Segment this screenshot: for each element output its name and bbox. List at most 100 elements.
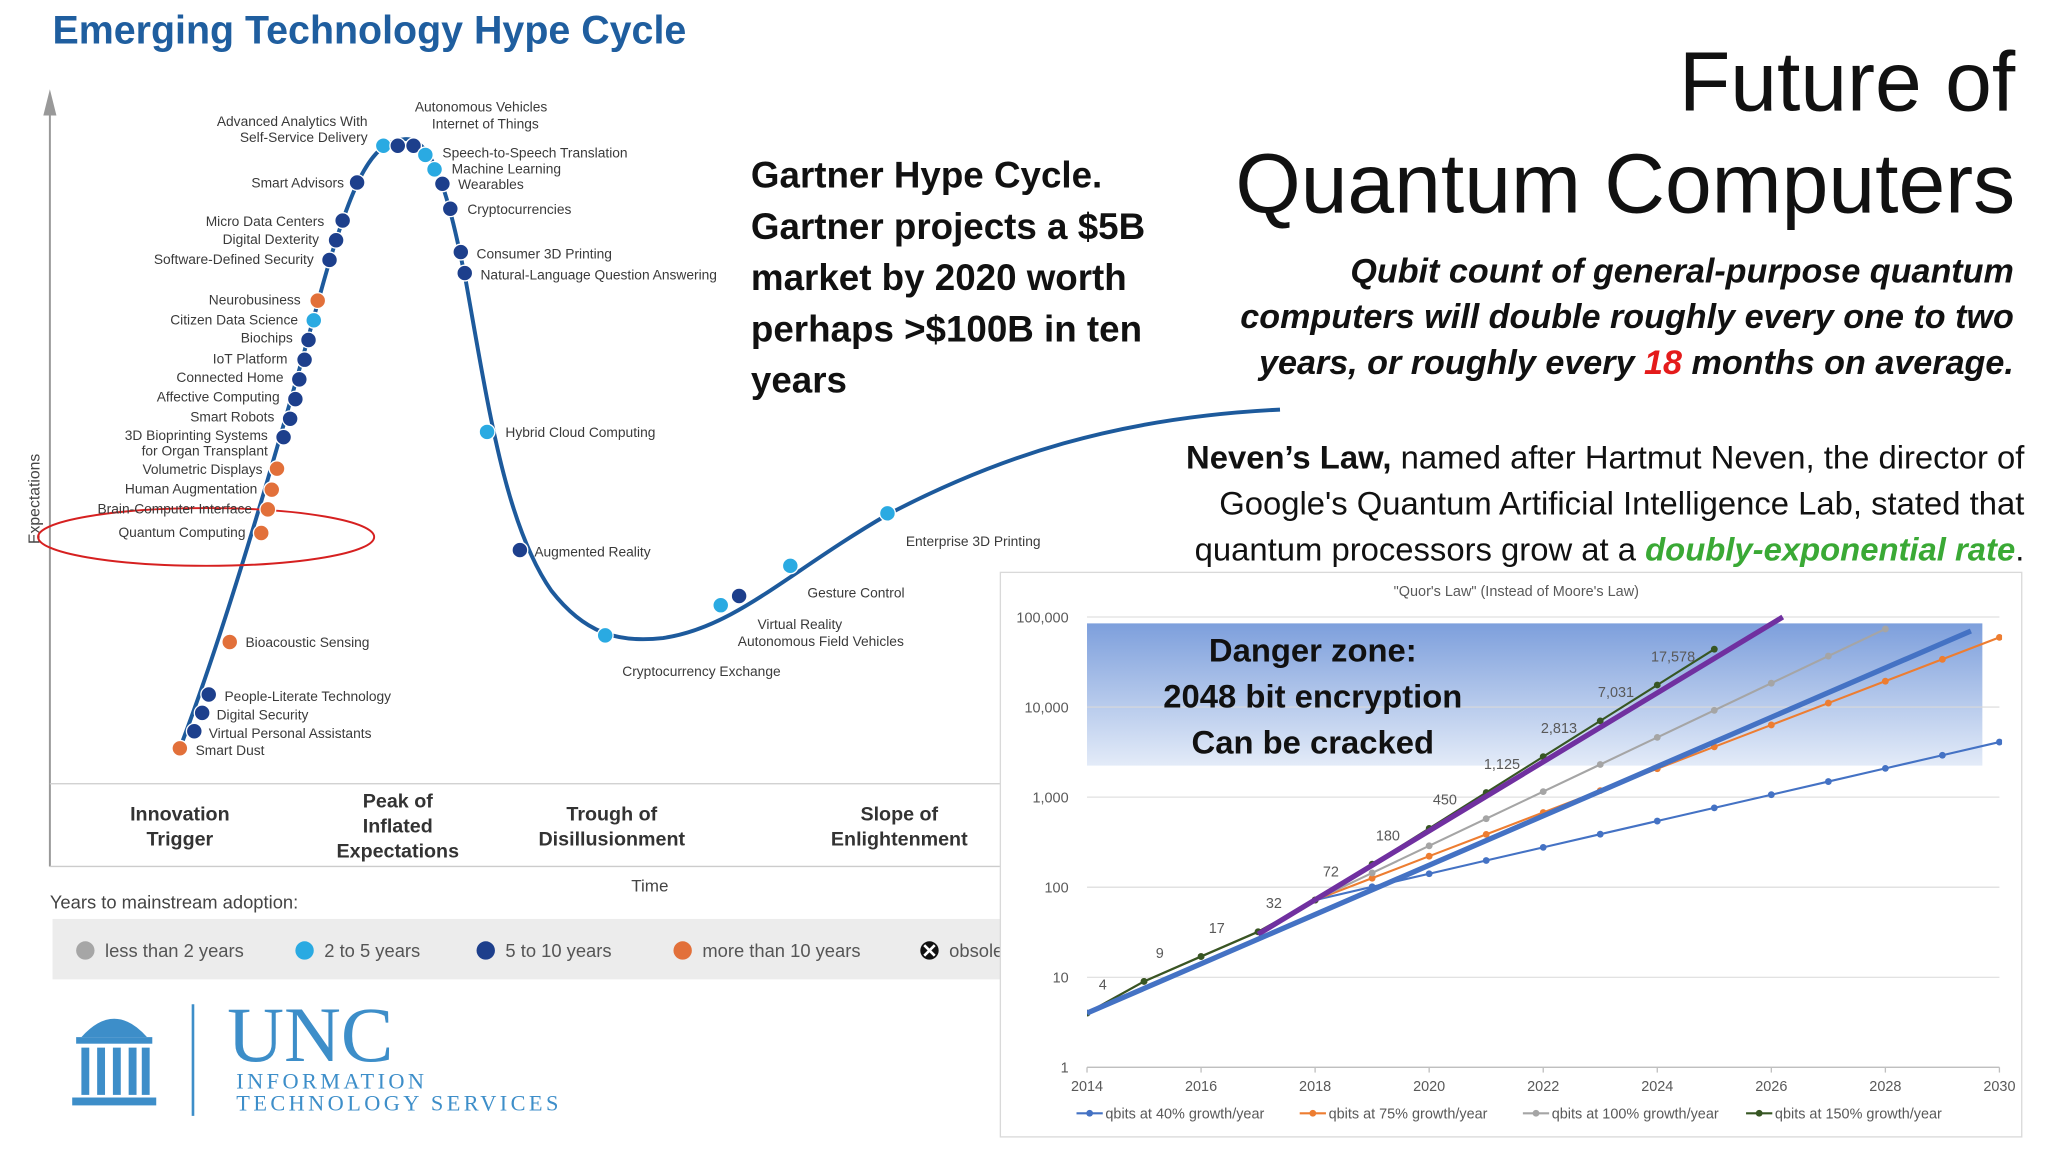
tech-dot [171,739,189,757]
series-marker [1824,652,1832,660]
tech-label: Quantum Computing [118,525,245,540]
note-line: perhaps >$100B in ten [751,308,1142,349]
neven-line: Google's Quantum Artificial Intelligence… [1219,485,2024,522]
x-axis-label: Time [631,876,668,895]
legend-label: qbits at 100% growth/year [1552,1107,1719,1123]
tech-dot [221,633,239,651]
tech-label: for Organ Transplant [142,444,268,459]
phase-label: Peak of [363,790,433,812]
tech-dot [416,146,434,164]
phase-label: Trigger [146,828,213,850]
series-marker [1996,738,2003,746]
tech-dot [275,428,293,446]
tech-label: Digital Dexterity [223,232,320,247]
series-marker [1425,870,1433,878]
series-marker [1596,717,1604,725]
data-label: 4 [1099,977,1107,993]
text: months on average. [1682,344,2014,382]
legend-label: less than 2 years [105,940,244,961]
legend-dot [673,941,692,960]
hype-cycle: Emerging Technology Hype Cycle Expectati… [26,8,1281,980]
series-marker [1938,751,1946,759]
phase-label: Trough of [566,804,657,826]
tech-label: Speech-to-Speech Translation [442,146,627,161]
note-line: Gartner projects a $5B [751,206,1145,247]
series-marker [1710,804,1718,812]
logo: UNC INFORMATION TECHNOLOGY SERVICES [72,992,561,1116]
danger-text: 2048 bit encryption [1163,678,1462,715]
tech-dot [327,231,345,249]
tech-label: Enterprise 3D Printing [906,534,1041,549]
tech-label: Augmented Reality [534,545,650,560]
x-tick-label: 2026 [1755,1079,1787,1095]
tech-label: Machine Learning [452,161,561,176]
tech-dot [281,410,299,428]
trend-line [1087,628,1972,1016]
tech-label: Cryptocurrency Exchange [622,664,781,679]
legend-label: 2 to 5 years [324,940,420,961]
series-marker [1881,677,1889,685]
text: quantum processors grow at a [1195,531,1645,568]
tech-dot [433,175,451,193]
legend-cross [923,944,936,957]
series-marker [1824,699,1832,707]
tech-dot [286,390,304,408]
tech-label: Cryptocurrencies [467,202,571,217]
text: . [2015,531,2024,568]
tech-dot [263,481,281,499]
hype-title: Emerging Technology Hype Cycle [53,8,687,52]
series-marker [1881,764,1889,772]
data-label: 9 [1156,946,1164,962]
legend-dot [476,941,495,960]
legend-band [52,918,1001,980]
tech-label: Volumetric Displays [142,462,262,477]
tech-dot [200,685,218,704]
tech-dot [309,292,327,310]
phase-label: Disillusionment [538,828,685,850]
tech-dot [511,541,529,559]
note-line: Gartner Hype Cycle. [751,155,1102,196]
tech-dot [268,460,286,478]
series-marker [1767,791,1775,799]
y-axis-arrow [43,89,57,116]
tech-label: Natural-Language Question Answering [480,268,716,283]
tech-label: Smart Advisors [251,176,344,191]
y-tick-label: 100,000 [1016,610,1068,626]
logo-line: TECHNOLOGY SERVICES [236,1091,561,1116]
series-marker [1653,817,1661,825]
tech-label: Advanced Analytics With [217,114,368,129]
tech-label: Human Augmentation [125,482,257,497]
tech-dot [193,704,211,722]
phase-label: Expectations [337,840,460,862]
text: years, or roughly every [1257,344,1644,382]
tech-dot [478,423,496,441]
series-marker [1653,733,1661,741]
series-marker [1824,778,1832,785]
subtitle-line: Qubit count of general-purpose quantum [1350,252,2014,290]
tech-dot [252,524,270,542]
highlight: doubly-exponential rate [1645,531,2015,568]
x-tick-label: 2020 [1413,1079,1445,1095]
y-tick-label: 100 [1045,880,1069,896]
data-label: 72 [1323,864,1339,880]
tech-label: Virtual Personal Assistants [209,726,372,741]
data-label: 450 [1433,793,1457,809]
tech-dot [456,264,474,282]
tech-label: Citizen Data Science [170,312,298,327]
tech-dot [389,137,407,155]
x-tick-label: 2028 [1869,1079,1901,1095]
series-marker [1596,830,1604,838]
series-marker [1710,706,1718,714]
phase-label: Enlightenment [831,828,968,850]
tech-dot [305,311,323,329]
note-line: market by 2020 worth [751,257,1127,298]
tech-label: Connected Home [176,370,283,385]
legend-label: qbits at 75% growth/year [1329,1107,1488,1123]
tech-dot [730,587,748,605]
data-label: 2,813 [1541,721,1577,737]
subtitle-line: computers will double roughly every one … [1240,298,2014,336]
phase-label: Innovation [130,804,230,826]
subtitle-line: years, or roughly every 18 months on ave… [1257,344,2014,382]
